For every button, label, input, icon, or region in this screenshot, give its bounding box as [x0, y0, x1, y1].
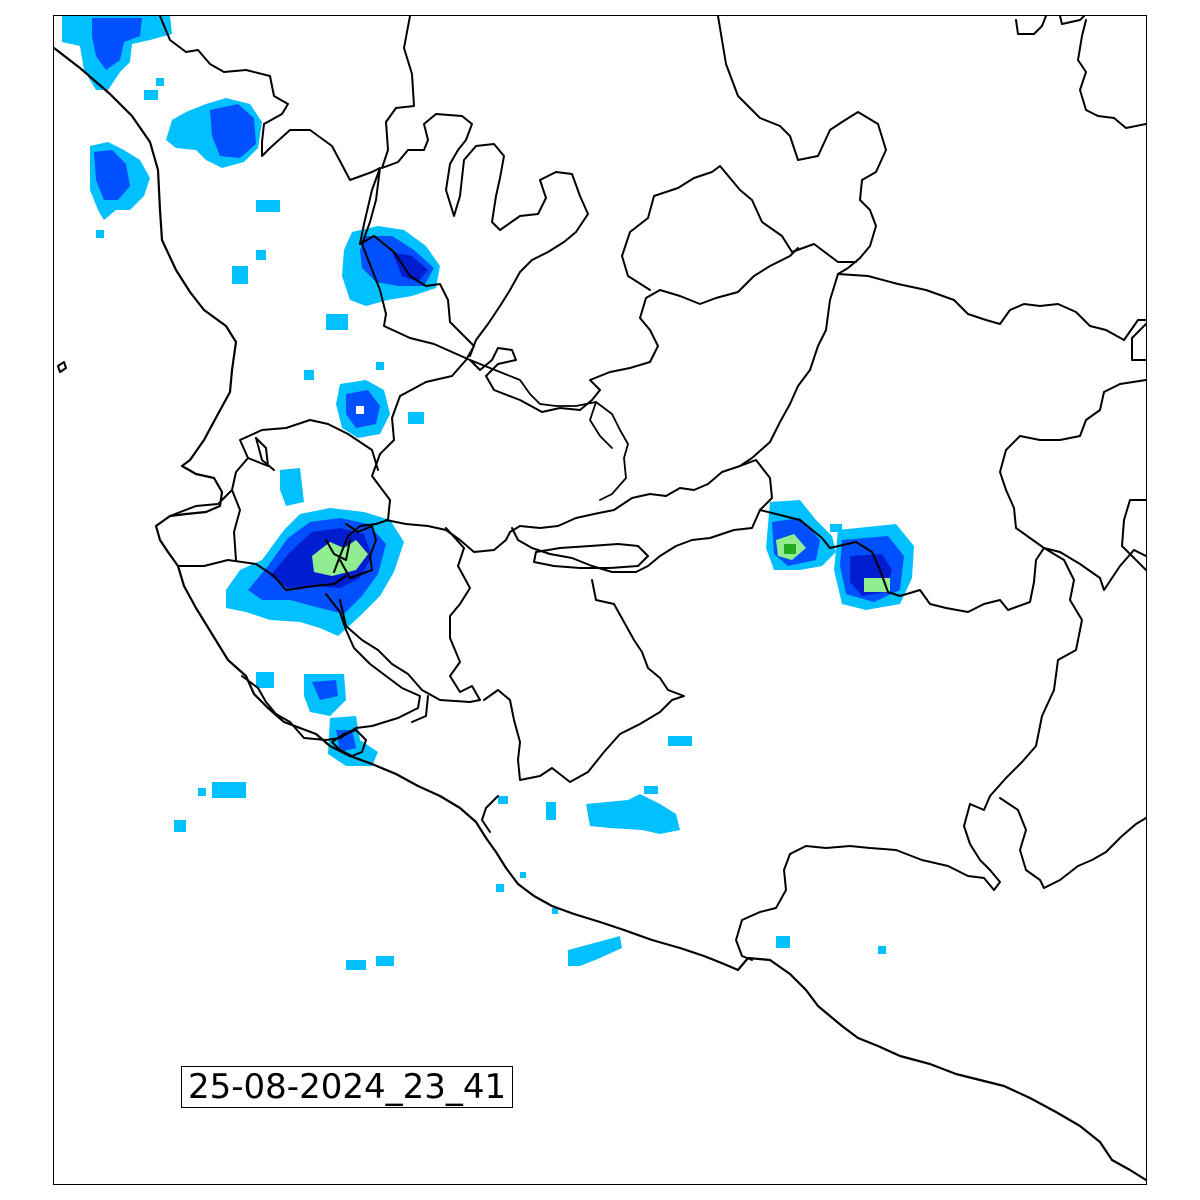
echo-cell-inland-north [326, 226, 440, 330]
coastline [54, 48, 1146, 1180]
boundaries-layer [54, 16, 1146, 1180]
echo-cell-north-central [144, 78, 280, 284]
island [58, 362, 66, 372]
echo-scattered-south [346, 736, 886, 970]
echo-cell-isolated-center [304, 362, 424, 438]
echo-cell-main-southwest [174, 468, 404, 832]
municipal-boundaries [470, 360, 628, 500]
echo-cell-nw-corner [62, 16, 172, 90]
echo-cell-coast-north [90, 142, 150, 238]
timestamp-label: 25-08-2024_23_41 [181, 1066, 513, 1108]
precipitation-layer [62, 16, 914, 970]
